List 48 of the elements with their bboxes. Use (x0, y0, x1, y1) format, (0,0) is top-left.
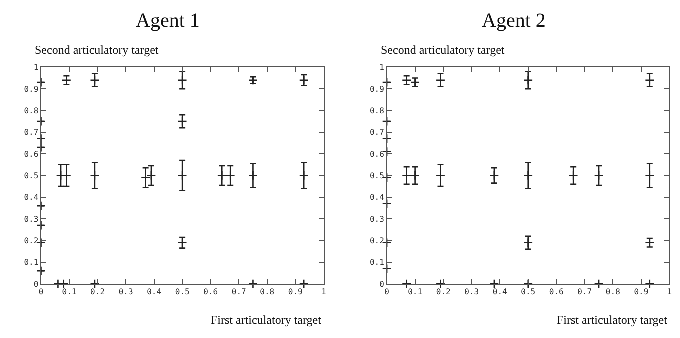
x-tick-label: 0.1 (408, 288, 423, 297)
x-tick-label: 0.5 (175, 288, 190, 297)
x-tick-label: 0.8 (260, 288, 275, 297)
y-tick-label: 0.6 (370, 150, 385, 159)
y-tick-label: 0.2 (370, 236, 385, 246)
x-tick-label: 0.3 (464, 288, 480, 297)
x-tick-label: 0.9 (288, 288, 304, 297)
y-tick-label: 0.4 (24, 193, 39, 202)
y-tick-label: 0.8 (370, 106, 385, 116)
x-tick-label: 0.9 (634, 288, 649, 297)
y-tick-label: 0.1 (24, 258, 39, 268)
y-tick-label: 1 (380, 63, 385, 72)
x-tick-label: 0.2 (90, 288, 106, 297)
y-axis-title: Second articulatory target (381, 43, 506, 57)
y-tick-label: 0.9 (24, 84, 39, 94)
y-tick-label: 0 (34, 280, 39, 289)
y-tick-label: 0 (380, 280, 385, 289)
y-tick-label: 0.7 (370, 128, 385, 138)
y-tick-label: 0.4 (370, 193, 385, 202)
y-tick-label: 1 (34, 63, 39, 72)
y-tick-label: 0.3 (370, 214, 385, 224)
y-tick-label: 0.5 (370, 172, 385, 181)
x-tick-label: 1 (667, 288, 672, 297)
x-tick-label: 0.7 (232, 288, 246, 297)
x-tick-label: 1 (321, 288, 326, 297)
x-tick-label: 0.3 (118, 288, 134, 297)
x-axis-title: First articulatory target (211, 313, 322, 327)
x-tick-label: 0.4 (492, 288, 508, 297)
y-tick-label: 0.9 (370, 84, 385, 94)
y-tick-label: 0.7 (24, 128, 39, 138)
x-tick-label: 0.6 (204, 288, 218, 297)
y-tick-label: 0.1 (370, 258, 385, 268)
x-axis-title: First articulatory target (557, 313, 668, 327)
y-tick-label: 0.6 (24, 150, 39, 159)
x-tick-label: 0.6 (549, 288, 564, 297)
y-tick-label: 0.5 (24, 172, 39, 181)
x-tick-label: 0.1 (62, 288, 77, 297)
chart-title: Agent 2 (482, 10, 546, 32)
x-tick-label: 0.7 (578, 288, 592, 297)
chart-title: Agent 1 (136, 10, 200, 32)
y-tick-label: 0.3 (24, 214, 39, 224)
y-tick-label: 0.8 (24, 106, 39, 116)
y-tick-label: 0.2 (24, 236, 39, 246)
x-tick-label: 0.5 (521, 288, 536, 297)
x-tick-label: 0.2 (436, 288, 451, 297)
x-tick-label: 0.8 (606, 288, 621, 297)
y-axis-title: Second articulatory target (35, 43, 160, 57)
x-tick-label: 0.4 (147, 288, 162, 297)
